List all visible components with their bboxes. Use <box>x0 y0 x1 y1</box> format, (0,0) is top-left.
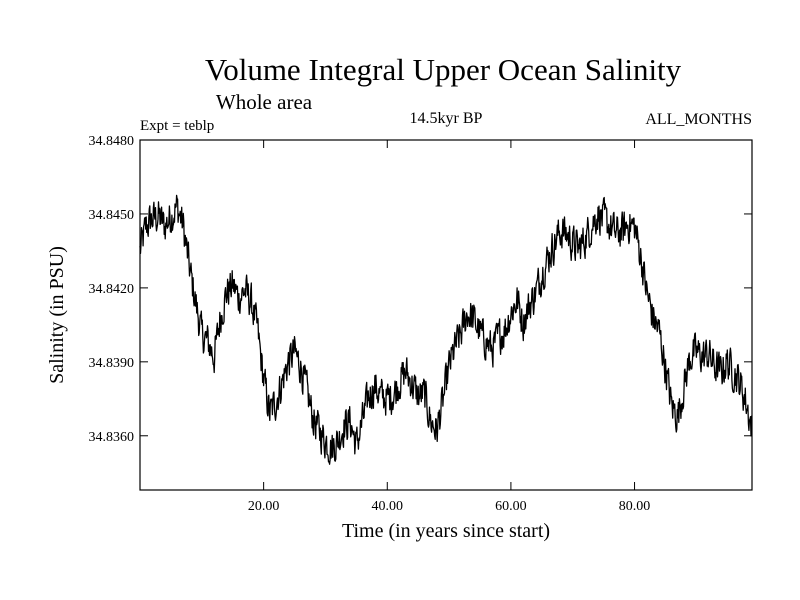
x-tick-label: 40.00 <box>372 499 404 514</box>
period-label: 14.5kyr BP <box>410 110 483 127</box>
y-tick-label: 34.8390 <box>89 356 135 371</box>
months-label: ALL_MONTHS <box>645 111 752 128</box>
x-axis-label: Time (in years since start) <box>342 520 550 542</box>
plot-frame <box>139 139 753 491</box>
x-tick-label: 20.00 <box>248 499 280 514</box>
y-tick-label: 34.8420 <box>89 282 135 297</box>
series-group <box>139 194 753 465</box>
y-tick-label: 34.8450 <box>89 208 135 223</box>
x-tick-label: 60.00 <box>495 499 527 514</box>
chart-subtitle: Whole area <box>216 90 313 114</box>
x-axis: 20.00 40.00 60.00 80.00 <box>248 140 650 514</box>
experiment-label: Expt = teblp <box>140 118 214 134</box>
y-axis-label: Salinity (in PSU) <box>46 246 68 384</box>
series-line <box>139 194 753 465</box>
y-tick-label: 34.8480 <box>89 134 135 149</box>
x-tick-label: 80.00 <box>619 499 651 514</box>
y-tick-label: 34.8360 <box>89 430 135 445</box>
y-axis: 34.8360 34.8390 34.8420 34.8450 34.8480 <box>89 134 752 445</box>
chart-title: Volume Integral Upper Ocean Salinity <box>205 52 682 87</box>
